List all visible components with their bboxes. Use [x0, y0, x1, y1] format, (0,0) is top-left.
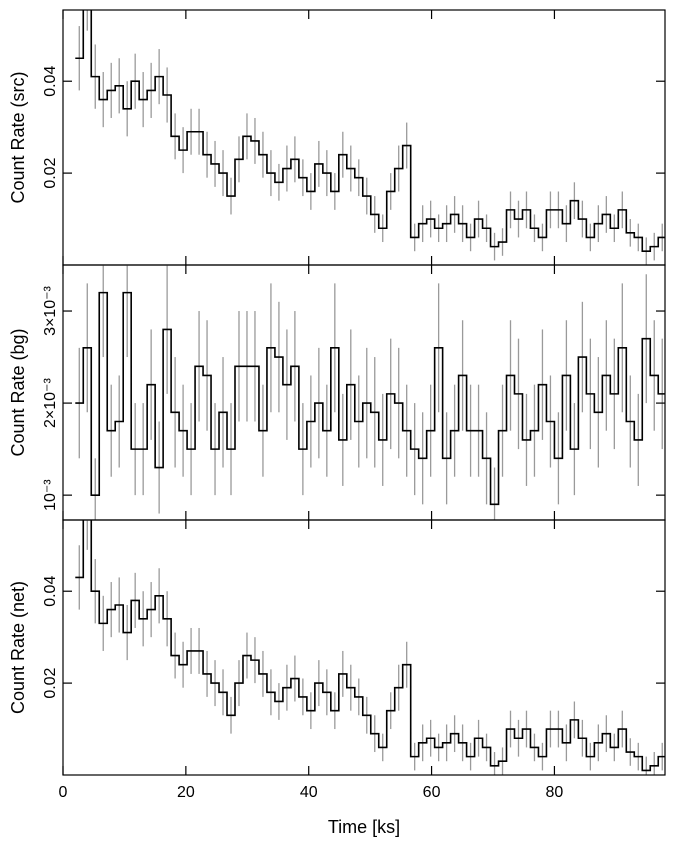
panel-frame — [62, 9, 666, 266]
x-tick-label: 60 — [423, 784, 441, 801]
series-line — [75, 520, 665, 772]
x-axis-title: Time [ks] — [328, 817, 400, 837]
y-axis-title: Count Rate (src) — [8, 71, 28, 203]
panel-frame — [62, 519, 666, 776]
y-axis-title: Count Rate (net) — [8, 581, 28, 714]
y-tick-label: 0.02 — [42, 157, 59, 188]
series-line — [75, 10, 665, 253]
x-tick-label: 80 — [546, 784, 564, 801]
y-tick-label: 0.02 — [42, 667, 59, 698]
x-tick-label: 0 — [59, 784, 68, 801]
y-tick-label: 10⁻³ — [42, 479, 59, 511]
x-tick-label: 40 — [300, 784, 318, 801]
y-tick-label: 2×10⁻³ — [42, 378, 59, 428]
panel-2: 10⁻³ 2×10⁻³ 3×10⁻³ Count Rate (bg) — [8, 264, 666, 521]
x-tick-label: 20 — [177, 784, 195, 801]
y-axis-title: Count Rate (bg) — [8, 328, 28, 456]
y-tick-label: 0.04 — [42, 66, 59, 97]
panel-1: 0.02 0.04 Count Rate (src) — [8, 9, 666, 266]
panel-3: 0.02 0.04 Count Rate (net) 0 20 40 60 80 Time [k… — [8, 519, 666, 837]
series-line — [75, 291, 665, 506]
y-tick-label: 0.04 — [42, 576, 59, 607]
y-tick-label: 3×10⁻³ — [42, 285, 59, 335]
